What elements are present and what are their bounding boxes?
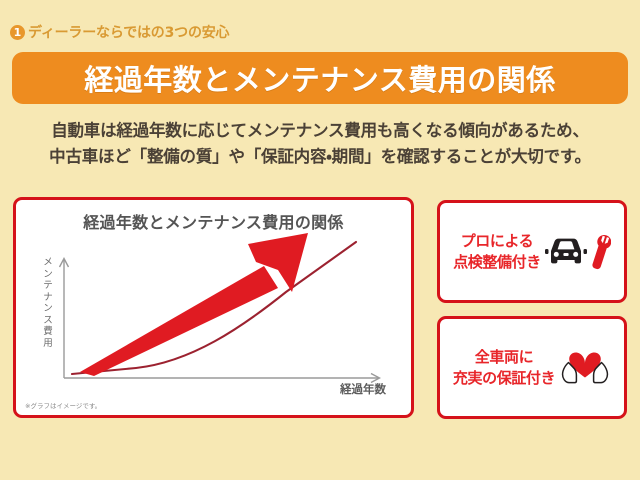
chart-title: 経過年数とメンテナンス費用の関係 — [83, 213, 344, 232]
lead-line-1: 自動車は経過年数に応じてメンテナンス費用も高くなる傾向があるため、 — [51, 121, 589, 140]
feature-inspection-line-2: 点検整備付き — [453, 252, 541, 271]
heart-in-hands-icon — [561, 352, 609, 383]
section-number-badge: 1 — [10, 24, 25, 40]
banner: 経過年数とメンテナンス費用の関係 — [12, 52, 628, 104]
car-front-icon — [544, 238, 587, 263]
section-eyebrow: 1 ディーラーならではの3つの安心 — [10, 20, 230, 44]
feature-card-warranty: 全車両に 充実の保証付き — [437, 316, 627, 419]
chart-footnote: ※グラフはイメージです。 — [25, 402, 102, 410]
y-axis — [58, 257, 70, 378]
feature-inspection-line-1: プロによる — [460, 231, 534, 250]
upward-trend-arrow — [80, 233, 308, 376]
section-eyebrow-label: ディーラーならではの3つの安心 — [28, 25, 230, 41]
feature-warranty-line-2: 充実の保証付き — [452, 368, 556, 387]
chart-x-axis-label: 経過年数 — [340, 382, 386, 396]
x-axis — [64, 372, 381, 384]
chart-card: 経過年数とメンテナンス費用の関係 メンテナンス費用 経過年数 ※グラフはイメージ… — [13, 197, 414, 418]
banner-title: 経過年数とメンテナンス費用の関係 — [84, 63, 556, 97]
feature-warranty-text: 全車両に 充実の保証付き — [452, 347, 556, 389]
feature-card-inspection: プロによる 点検整備付き — [437, 200, 627, 303]
feature-warranty-line-1: 全車両に — [474, 347, 534, 366]
chart-plot-area — [58, 233, 381, 384]
maintenance-cost-curve — [70, 240, 358, 376]
lead-line-2: 中古車ほど「整備の質」や「保証内容・期間」を確認することが大切です。 — [49, 147, 591, 166]
feature-inspection-text: プロによる 点検整備付き — [453, 231, 541, 273]
lead-paragraph: 自動車は経過年数に応じてメンテナンス費用も高くなる傾向があるため、 中古車ほど「… — [0, 118, 640, 170]
wrench-icon — [592, 234, 611, 269]
chart-y-axis-label: メンテナンス費用 — [43, 257, 53, 349]
